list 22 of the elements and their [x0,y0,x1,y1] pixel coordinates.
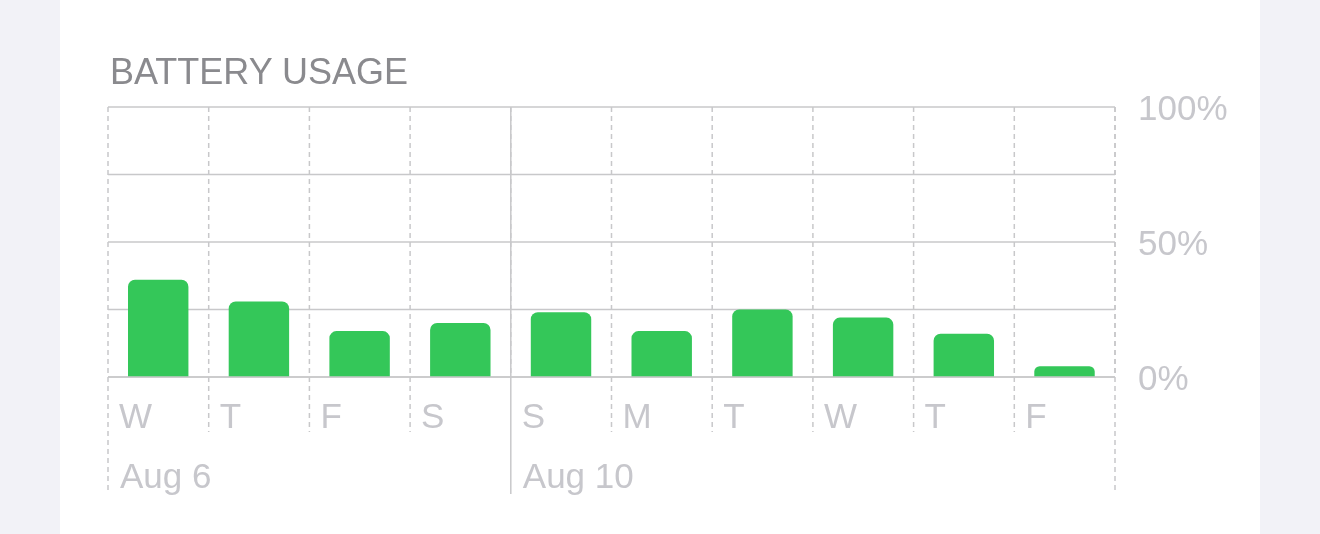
x-tick-label: F [1025,396,1047,435]
y-tick-label: 100% [1138,87,1228,127]
bar [933,333,995,377]
bar [329,331,390,377]
x-tick-label: T [219,396,242,435]
x-tick-label: T [723,396,745,435]
x-tick-label: S [421,396,445,435]
y-tick-label: 50% [1138,222,1209,262]
x-tick-label: F [320,396,342,435]
bar [128,279,189,377]
y-tick-label: 0% [1138,357,1189,397]
x-tick-label: W [823,396,857,435]
bar [631,331,692,377]
bar [732,309,793,377]
chart-title: BATTERY USAGE [110,51,409,92]
x-tick-label: W Aug 6 [119,396,212,495]
bar [1034,366,1095,377]
bar [530,312,592,377]
bar [430,323,491,377]
bar [228,301,290,377]
bar [832,317,894,377]
x-tick-label: T [924,396,946,435]
